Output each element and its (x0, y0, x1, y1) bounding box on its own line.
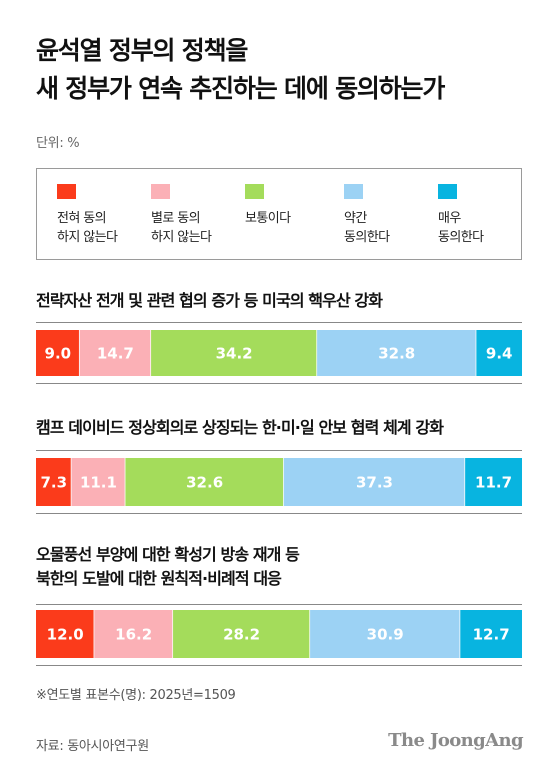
legend-swatch (245, 184, 264, 199)
legend: 전혀 동의 하지 않는다 별로 동의 하지 않는다 보통이다 약간 동의한다 매우 동의… (36, 168, 522, 260)
chart-title: 윤석열 정부의 정책을 새 정부가 연속 추진하는 데에 동의하는가 (36, 32, 536, 108)
category-title: 캠프 데이비드 정상회의로 상징되는 한·미·일 안보 협력 체계 강화 (36, 416, 444, 440)
bar-segment-agree (317, 330, 477, 376)
legend-label: 전혀 동의 하지 않는다 (57, 211, 118, 245)
data-label-neutral: 28.2 (223, 626, 260, 644)
data-label-neutral: 34.2 (216, 345, 253, 363)
data-label-agree: 37.3 (356, 474, 393, 492)
data-label-very-disagree: 9.0 (45, 345, 72, 363)
data-label-very-disagree: 12.0 (47, 626, 84, 644)
legend-item-neutral: 보통이다 (225, 184, 291, 228)
bar-segment-disagree (94, 610, 174, 658)
bar-segment-agree (283, 458, 466, 506)
bar-segment-agree (310, 610, 461, 658)
data-label-agree: 30.9 (367, 626, 404, 644)
legend-label: 매우 동의한다 (438, 211, 484, 245)
data-label-disagree: 16.2 (115, 626, 152, 644)
bar-segment-neutral (151, 330, 318, 376)
bar-segment-disagree (71, 458, 126, 506)
unit-label: 단위: % (36, 136, 80, 151)
legend-label: 별로 동의 하지 않는다 (151, 211, 212, 245)
bar-segment-neutral (173, 610, 311, 658)
data-label-strongly-agree: 11.7 (475, 474, 512, 492)
sample-size-note: ※연도별 표본수(명): 2025년=1509 (36, 688, 236, 703)
stacked-bar-container: 7.3 11.1 32.6 37.3 11.7 (36, 450, 522, 514)
legend-item-very-disagree: 전혀 동의 하지 않는다 (37, 184, 118, 247)
data-label-very-disagree: 7.3 (40, 474, 67, 492)
bar-segment-disagree (79, 330, 152, 376)
segment-divider (78, 330, 81, 376)
data-label-agree: 32.8 (378, 345, 415, 363)
data-label-neutral: 32.6 (186, 474, 223, 492)
data-label-disagree: 14.7 (97, 345, 134, 363)
bar-segment-neutral (125, 458, 284, 506)
chart-title-line-1: 윤석열 정부의 정책을 (36, 36, 248, 65)
legend-swatch (151, 184, 170, 199)
category-title-line: 캠프 데이비드 정상회의로 상징되는 한·미·일 안보 협력 체계 강화 (36, 418, 444, 437)
bar-segment-strongly-agree (460, 610, 522, 658)
joongang-logo: The JoongAng (388, 730, 523, 751)
stacked-bar-container: 9.0 14.7 34.2 32.8 9.4 (36, 322, 522, 384)
category-title-line: 북한의 도발에 대한 원칙적·비례적 대응 (36, 569, 282, 588)
data-label-strongly-agree: 12.7 (473, 626, 510, 644)
segment-divider (283, 458, 285, 506)
bar-segment-very-disagree (36, 458, 72, 506)
source-label: 자료: 동아시아연구원 (36, 739, 149, 754)
category-title: 전략자산 전개 및 관련 협의 증가 등 미국의 핵우산 강화 (36, 289, 383, 313)
category-title-line: 전략자산 전개 및 관련 협의 증가 등 미국의 핵우산 강화 (36, 291, 383, 310)
stacked-bar: 9.0 14.7 34.2 32.8 9.4 (36, 330, 522, 376)
stacked-bar: 7.3 11.1 32.6 37.3 11.7 (36, 458, 522, 506)
legend-swatch (438, 184, 457, 199)
bar-segment-very-disagree (36, 330, 80, 376)
bar-segment-very-disagree (36, 610, 95, 658)
legend-item-agree: 약간 동의한다 (324, 184, 390, 247)
stacked-bar: 12.0 16.2 28.2 30.9 12.7 (36, 610, 522, 658)
legend-swatch (57, 184, 76, 199)
segment-divider (70, 458, 73, 506)
data-label-strongly-agree: 9.4 (486, 345, 513, 363)
bar-segment-strongly-agree (476, 330, 522, 376)
legend-item-strongly-agree: 매우 동의한다 (418, 184, 484, 247)
category-title-line: 오물풍선 부양에 대한 확성기 방송 재개 등 (36, 545, 300, 564)
stacked-bar-container: 12.0 16.2 28.2 30.9 12.7 (36, 604, 522, 666)
legend-label: 보통이다 (245, 211, 291, 226)
legend-label: 약간 동의한다 (344, 211, 390, 245)
data-label-disagree: 11.1 (80, 474, 117, 492)
bar-segment-strongly-agree (465, 458, 522, 506)
legend-item-disagree: 별로 동의 하지 않는다 (131, 184, 212, 247)
chart-title-line-2: 새 정부가 연속 추진하는 데에 동의하는가 (36, 74, 445, 103)
legend-swatch (344, 184, 363, 199)
